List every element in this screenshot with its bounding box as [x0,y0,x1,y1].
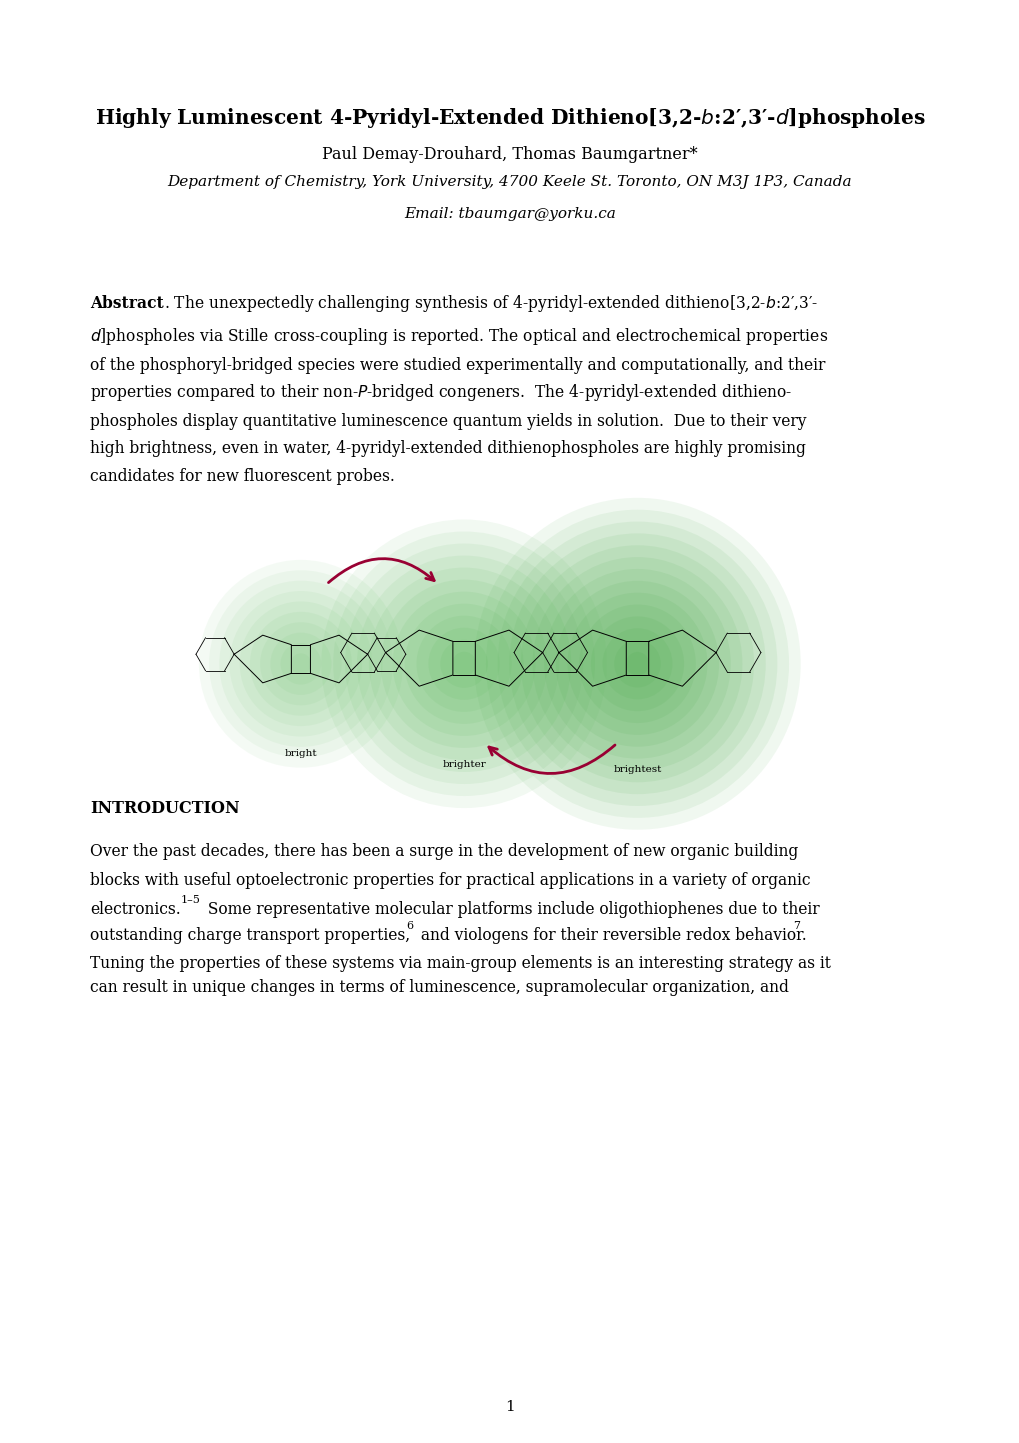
Text: 7: 7 [793,922,800,931]
Text: 1–5: 1–5 [180,896,200,905]
Ellipse shape [333,531,594,797]
Ellipse shape [405,603,523,724]
Text: Highly Luminescent 4-Pyridyl-Extended Dithieno[3,2-$b$:2′,3′-$d$]phospholes: Highly Luminescent 4-Pyridyl-Extended Di… [95,107,924,130]
Ellipse shape [199,560,403,768]
Text: Department of Chemistry, York University, 4700 Keele St. Toronto, ON M3J 1P3, Ca: Department of Chemistry, York University… [167,175,852,189]
Ellipse shape [626,652,648,675]
Ellipse shape [219,580,382,747]
Text: Tuning the properties of these systems via main-group elements is an interesting: Tuning the properties of these systems v… [90,955,829,973]
Ellipse shape [440,639,487,688]
Ellipse shape [229,592,372,736]
Ellipse shape [344,544,583,784]
Text: Paul Demay-Drouhard, Thomas Baumgartner*: Paul Demay-Drouhard, Thomas Baumgartner* [322,146,697,163]
Ellipse shape [451,652,476,675]
Ellipse shape [474,498,800,830]
Ellipse shape [369,567,558,760]
Text: 1: 1 [504,1400,515,1414]
Ellipse shape [321,519,606,808]
Text: INTRODUCTION: INTRODUCTION [90,799,239,817]
Text: Abstract: Abstract [90,294,163,312]
Ellipse shape [613,641,660,687]
Text: bright: bright [284,749,317,758]
Ellipse shape [521,545,753,782]
Text: brightest: brightest [612,765,661,773]
Ellipse shape [239,602,362,726]
Text: of the phosphoryl-bridged species were studied experimentally and computationall: of the phosphoryl-bridged species were s… [90,356,824,374]
Ellipse shape [544,569,730,759]
Ellipse shape [260,622,341,706]
Text: $d$]phospholes via Stille cross-coupling is reported. The optical and electroche: $d$]phospholes via Stille cross-coupling… [90,326,827,346]
Ellipse shape [602,628,672,700]
Text: properties compared to their non-$P$-bridged congeners.  The 4-pyridyl-extended : properties compared to their non-$P$-bri… [90,382,791,403]
Text: Email: tbaumgar@yorku.ca: Email: tbaumgar@yorku.ca [404,206,615,221]
Text: can result in unique changes in terms of luminescence, supramolecular organizati: can result in unique changes in terms of… [90,978,788,996]
Text: . The unexpectedly challenging synthesis of 4-pyridyl-extended dithieno[3,2-$b$:: . The unexpectedly challenging synthesis… [164,293,818,313]
FancyArrowPatch shape [488,745,614,773]
Ellipse shape [485,509,789,818]
Ellipse shape [428,628,499,700]
FancyArrowPatch shape [328,558,434,583]
Text: outstanding charge transport properties,: outstanding charge transport properties, [90,926,410,944]
Ellipse shape [567,593,707,734]
Ellipse shape [392,592,535,736]
Text: brighter: brighter [442,760,485,769]
Ellipse shape [508,534,765,794]
Text: Over the past decades, there has been a surge in the development of new organic : Over the past decades, there has been a … [90,843,797,860]
Ellipse shape [590,616,684,711]
Ellipse shape [280,644,321,684]
Ellipse shape [380,580,547,747]
Ellipse shape [555,580,718,747]
Ellipse shape [357,556,571,772]
Ellipse shape [290,654,311,674]
Text: candidates for new fluorescent probes.: candidates for new fluorescent probes. [90,468,394,485]
Text: phospholes display quantitative luminescence quantum yields in solution.  Due to: phospholes display quantitative luminesc… [90,413,805,430]
Text: electronics.: electronics. [90,900,180,918]
Text: high brightness, even in water, 4-pyridyl-extended dithienophospholes are highly: high brightness, even in water, 4-pyridy… [90,440,805,457]
Text: Some representative molecular platforms include oligothiophenes due to their: Some representative molecular platforms … [203,900,819,918]
Text: 6: 6 [406,922,413,931]
Ellipse shape [270,632,331,696]
Text: blocks with useful optoelectronic properties for practical applications in a var: blocks with useful optoelectronic proper… [90,872,809,889]
Ellipse shape [416,616,512,711]
Ellipse shape [250,612,352,716]
Text: and viologens for their reversible redox behavior.: and viologens for their reversible redox… [416,926,806,944]
Ellipse shape [532,557,742,771]
Ellipse shape [209,570,392,758]
Ellipse shape [497,521,776,807]
Ellipse shape [579,605,695,723]
